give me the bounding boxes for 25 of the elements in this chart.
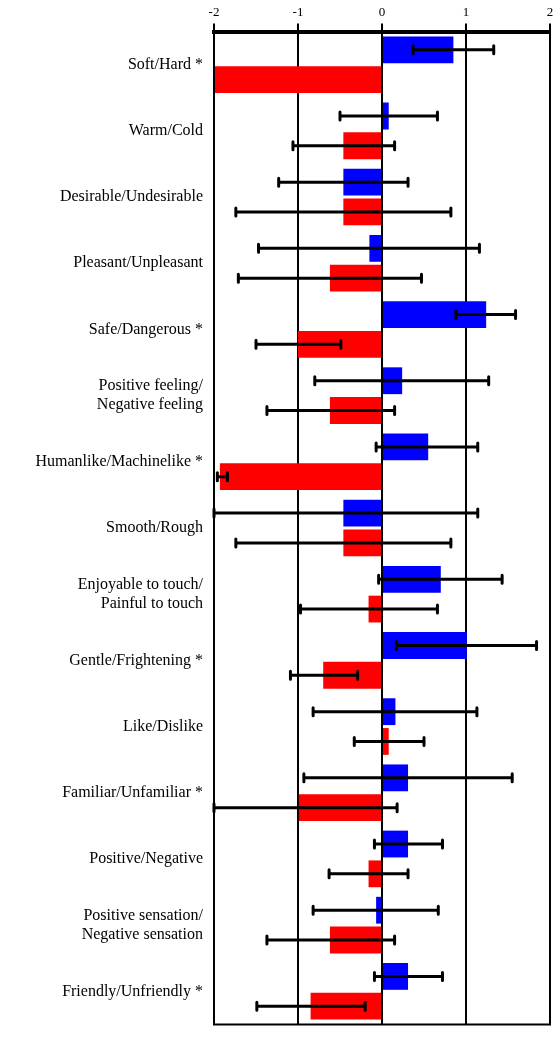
y-tick-label: Warm/Cold — [128, 121, 203, 139]
x-tick-label: -1 — [292, 4, 304, 20]
bar — [323, 661, 381, 689]
y-tick-label: Like/Dislike — [123, 716, 203, 734]
bar — [298, 330, 381, 358]
y-tick-label: Friendly/Unfriendly * — [62, 981, 203, 1000]
y-tick-label: Pleasant/Unpleasant — [73, 253, 204, 272]
y-tick-label: Gentle/Frightening * — [69, 650, 203, 669]
y-tick-label: Smooth/Rough — [106, 518, 203, 537]
bar — [383, 36, 454, 64]
y-tick-label: Familiar/Unfamiliar * — [62, 782, 203, 800]
y-tick-label: Soft/Hard * — [127, 54, 203, 72]
x-tick-label: -2 — [208, 4, 220, 20]
x-tick-label: 0 — [378, 4, 386, 20]
bar — [219, 463, 381, 491]
y-tick-label: Enjoyable to touch/ Painful to touch — [77, 574, 204, 611]
x-tick-label: 1 — [462, 4, 470, 20]
y-tick-label: Positive sensation/ Negative sensation — [81, 905, 204, 943]
y-tick-label: Positive/Negative — [89, 849, 203, 868]
x-tick-label: 2 — [546, 4, 554, 20]
bar — [383, 301, 487, 328]
y-tick-label: Humanlike/Machinelike * — [35, 452, 203, 470]
y-tick-label: Safe/Dangerous * — [88, 319, 203, 338]
y-tick-label: Positive feeling/ Negative feeling — [96, 376, 204, 414]
y-tick-label: Desirable/Undesirable — [59, 187, 203, 205]
